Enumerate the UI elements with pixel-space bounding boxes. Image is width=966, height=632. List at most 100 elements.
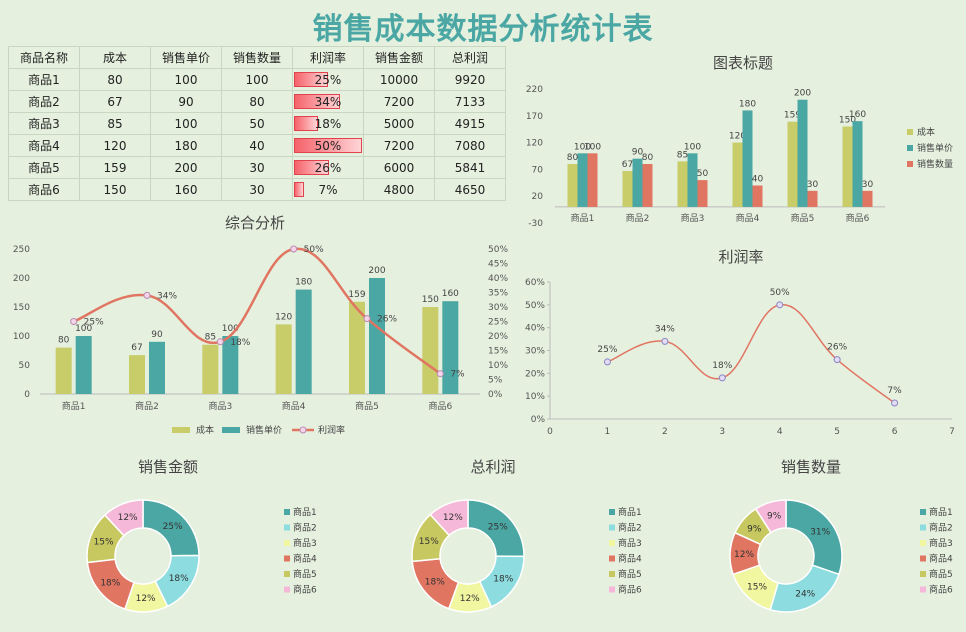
slice-label: 12%	[136, 594, 156, 604]
y-tick-label: 30%	[525, 347, 545, 357]
legend-label: 销售数量	[917, 158, 953, 170]
cell-name: 商品3	[8, 112, 80, 135]
y2-tick-label: 25%	[488, 318, 508, 328]
cell-rate: 50%	[292, 134, 364, 157]
cell-cost: 67	[79, 90, 151, 113]
cell-profit: 4915	[434, 112, 506, 135]
rate-marker	[363, 315, 371, 323]
x-tick-label: 6	[892, 427, 898, 437]
data-label: 100	[684, 142, 701, 152]
y-tick-label: 20	[532, 192, 544, 202]
rate-marker	[290, 245, 298, 253]
slice-label: 25%	[163, 522, 183, 532]
legend-swatch	[609, 524, 615, 531]
y-tick-label: 0%	[531, 415, 546, 425]
data-label: 30	[862, 180, 874, 190]
rate-label: 34%	[157, 291, 177, 301]
bar	[55, 347, 72, 394]
data-label: 85	[677, 150, 688, 160]
cell-profit: 7133	[434, 90, 506, 113]
bar	[275, 324, 292, 394]
rate-label: 26%	[827, 343, 847, 353]
slice-label: 9%	[747, 524, 762, 534]
rate-label: 50%	[770, 288, 790, 298]
cell-name: 商品5	[8, 156, 80, 179]
cell-price: 90	[150, 90, 222, 113]
bar	[349, 301, 365, 394]
legend-label: 商品6	[293, 584, 317, 596]
bar	[369, 278, 385, 394]
bar	[295, 289, 312, 394]
bar	[732, 142, 743, 207]
x-tick-label: 1	[605, 427, 611, 437]
y-tick-label: 10%	[525, 392, 545, 402]
bar	[862, 190, 873, 207]
legend-swatch	[920, 586, 926, 593]
data-label: 40	[752, 174, 764, 184]
rate-marker	[436, 370, 444, 378]
cell-name: 商品1	[8, 68, 80, 91]
combo-chart: 综合分析 250 200 150 100 50 0 50% 45% 40% 35% 30% 25% 20%…	[13, 214, 509, 436]
pie-chart-profit: 总利润 25% 18% 12% 18% 15% 12% 商品1 商品2 商品3 商品4 商品5 商品6	[411, 458, 642, 613]
cell-price: 100	[150, 68, 222, 91]
cell-qty: 100	[221, 68, 293, 91]
cell-rate: 18%	[292, 112, 364, 135]
y-tick-label: 250	[13, 245, 30, 255]
legend-label: 利润率	[318, 424, 345, 436]
rate-databar	[294, 182, 304, 197]
data-label: 159	[784, 111, 801, 121]
rate-text: 18%	[314, 116, 342, 131]
legend-swatch	[222, 427, 240, 433]
legend-label: 商品4	[293, 553, 317, 565]
data-label: 180	[295, 278, 312, 288]
legend-label: 商品6	[618, 584, 642, 596]
cell-profit: 5841	[434, 156, 506, 179]
slice-label: 18%	[100, 578, 120, 588]
legend-label: 商品5	[929, 568, 953, 580]
legend-label: 商品3	[618, 537, 642, 549]
legend-label: 商品1	[293, 506, 317, 518]
x-tick-label: 商品5	[791, 212, 815, 224]
rate-databar	[294, 94, 341, 109]
rate-label: 25%	[84, 318, 104, 328]
legend-label: 商品2	[929, 522, 953, 534]
data-label: 120	[275, 312, 292, 322]
slice-label: 12%	[460, 594, 480, 604]
legend-label: 成本	[196, 424, 214, 436]
rate-text: 50%	[314, 138, 342, 153]
legend-swatch	[284, 555, 290, 562]
slice-label: 18%	[169, 574, 189, 584]
bar	[807, 190, 818, 207]
data-label: 85	[205, 333, 216, 343]
legend-marker	[299, 426, 307, 434]
pie-slice	[754, 499, 787, 534]
slice-label: 15%	[419, 537, 439, 547]
cell-profit: 4650	[434, 178, 506, 201]
chart-title: 利润率	[718, 248, 763, 266]
data-label: 90	[632, 148, 644, 158]
header-rate: 利润率	[292, 46, 364, 69]
data-label: 100	[222, 324, 239, 334]
cell-amount: 6000	[363, 156, 435, 179]
y2-tick-label: 15%	[488, 347, 508, 357]
rate-label: 18%	[712, 361, 732, 371]
cell-price: 100	[150, 112, 222, 135]
bar	[642, 164, 653, 207]
table-header-row: 商品名称 成本 销售单价 销售数量 利润率 销售金额 总利润	[8, 46, 506, 69]
data-label: 200	[368, 266, 385, 276]
y2-tick-label: 20%	[488, 332, 508, 342]
cell-rate: 26%	[292, 156, 364, 179]
y-tick-label: 20%	[525, 369, 545, 379]
cell-amount: 5000	[363, 112, 435, 135]
y-tick-label: 200	[13, 274, 30, 284]
bar	[149, 341, 165, 394]
bar	[852, 121, 863, 207]
cell-name: 商品2	[8, 90, 80, 113]
data-label: 80	[58, 336, 70, 346]
legend-swatch	[284, 524, 290, 531]
x-tick-label: 商品6	[846, 212, 870, 224]
data-label: 67	[131, 343, 142, 353]
bar	[797, 99, 808, 207]
rate-point	[891, 399, 899, 407]
header-amount: 销售金额	[363, 46, 435, 69]
